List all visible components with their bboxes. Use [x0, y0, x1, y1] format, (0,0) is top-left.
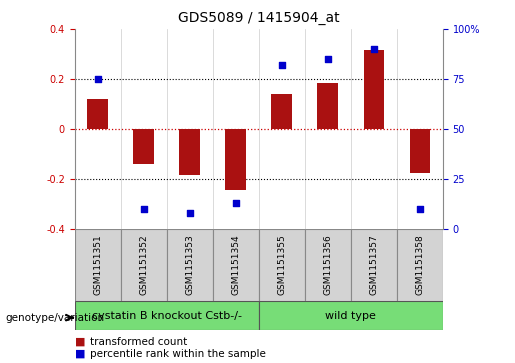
Text: percentile rank within the sample: percentile rank within the sample	[90, 349, 266, 359]
Text: ■: ■	[75, 349, 85, 359]
Bar	[259, 301, 443, 330]
Text: wild type: wild type	[325, 311, 376, 321]
Point	[232, 200, 240, 205]
Bar	[88, 99, 108, 129]
Point	[94, 76, 102, 82]
Bar	[305, 229, 351, 301]
Title: GDS5089 / 1415904_at: GDS5089 / 1415904_at	[178, 11, 339, 25]
Point	[416, 206, 424, 212]
Point	[278, 62, 286, 68]
Text: ■: ■	[75, 337, 85, 347]
Bar	[259, 229, 305, 301]
Text: genotype/variation: genotype/variation	[5, 313, 104, 323]
Text: GSM1151353: GSM1151353	[185, 234, 194, 295]
Bar	[121, 229, 167, 301]
Bar	[397, 229, 443, 301]
Text: GSM1151354: GSM1151354	[231, 234, 241, 295]
Bar	[133, 129, 154, 164]
Text: GSM1151355: GSM1151355	[277, 234, 286, 295]
Bar	[271, 94, 292, 129]
Point	[185, 210, 194, 216]
Point	[370, 46, 378, 52]
Point	[140, 206, 148, 212]
Bar	[213, 229, 259, 301]
Bar	[75, 229, 121, 301]
Bar	[317, 83, 338, 129]
Bar	[364, 50, 384, 129]
Text: transformed count: transformed count	[90, 337, 187, 347]
Bar	[179, 129, 200, 175]
Bar	[351, 229, 397, 301]
Bar	[167, 229, 213, 301]
Bar	[226, 129, 246, 190]
Text: GSM1151358: GSM1151358	[416, 234, 424, 295]
Point	[324, 56, 332, 62]
Text: cystatin B knockout Cstb-/-: cystatin B knockout Cstb-/-	[92, 311, 242, 321]
Bar	[75, 301, 259, 330]
Text: GSM1151351: GSM1151351	[93, 234, 102, 295]
Text: GSM1151357: GSM1151357	[369, 234, 379, 295]
Bar	[409, 129, 430, 172]
Text: GSM1151352: GSM1151352	[139, 234, 148, 295]
Text: GSM1151356: GSM1151356	[323, 234, 332, 295]
